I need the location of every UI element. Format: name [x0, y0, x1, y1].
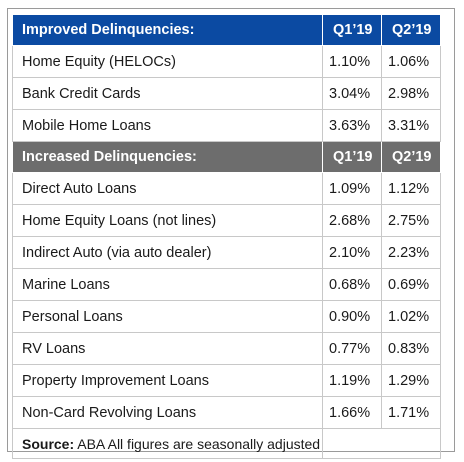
q2-value: 1.71% — [381, 396, 441, 429]
row-label: Mobile Home Loans — [12, 109, 323, 142]
row-label: Direct Auto Loans — [12, 172, 323, 205]
improved-section-header: Improved Delinquencies: Q1’19 Q2’19 — [12, 14, 441, 46]
q1-value: 3.04% — [322, 77, 382, 110]
increased-section-header: Increased Delinquencies: Q1’19 Q2’19 — [12, 141, 441, 173]
q2-value: 0.83% — [381, 332, 441, 365]
source-text: ABA All figures are seasonally adjusted — [77, 435, 321, 452]
q1-value: 1.10% — [322, 45, 382, 78]
q2-column-header: Q2’19 — [381, 14, 441, 46]
table-row: Bank Credit Cards 3.04% 2.98% — [12, 77, 441, 110]
q2-value: 1.29% — [381, 364, 441, 397]
q1-value: 2.68% — [322, 204, 382, 237]
q1-value: 0.77% — [322, 332, 382, 365]
row-label: Non-Card Revolving Loans — [12, 396, 323, 429]
source-row: Source: ABA All figures are seasonally a… — [12, 428, 441, 459]
q2-value: 1.06% — [381, 45, 441, 78]
row-label: Home Equity Loans (not lines) — [12, 204, 323, 237]
table-row: Personal Loans 0.90% 1.02% — [12, 300, 441, 333]
q2-value: 2.23% — [381, 236, 441, 269]
table-row: Non-Card Revolving Loans 1.66% 1.71% — [12, 396, 441, 429]
q1-value: 3.63% — [322, 109, 382, 142]
q1-value: 0.68% — [322, 268, 382, 301]
source-empty-cell — [322, 428, 441, 459]
q1-column-header: Q1’19 — [322, 14, 382, 46]
table-row: Home Equity Loans (not lines) 2.68% 2.75% — [12, 204, 441, 237]
q2-value: 2.98% — [381, 77, 441, 110]
row-label: Home Equity (HELOCs) — [12, 45, 323, 78]
q2-value: 2.75% — [381, 204, 441, 237]
q2-value: 1.02% — [381, 300, 441, 333]
q1-value: 0.90% — [322, 300, 382, 333]
q1-value: 2.10% — [322, 236, 382, 269]
source-label: Source: — [22, 435, 75, 452]
row-label: Personal Loans — [12, 300, 323, 333]
row-label: Property Improvement Loans — [12, 364, 323, 397]
table-row: Mobile Home Loans 3.63% 3.31% — [12, 109, 441, 142]
q1-value: 1.66% — [322, 396, 382, 429]
q1-column-header: Q1’19 — [322, 141, 382, 173]
row-label: Marine Loans — [12, 268, 323, 301]
row-label: RV Loans — [12, 332, 323, 365]
q2-value: 1.12% — [381, 172, 441, 205]
delinquency-table: Improved Delinquencies: Q1’19 Q2’19 Home Eq… — [12, 14, 441, 459]
table-row: RV Loans 0.77% 0.83% — [12, 332, 441, 365]
section-heading: Increased Delinquencies: — [12, 141, 323, 173]
row-label: Bank Credit Cards — [12, 77, 323, 110]
q1-value: 1.09% — [322, 172, 382, 205]
table-row: Property Improvement Loans 1.19% 1.29% — [12, 364, 441, 397]
q2-column-header: Q2’19 — [381, 141, 441, 173]
table-row: Indirect Auto (via auto dealer) 2.10% 2.23… — [12, 236, 441, 269]
q2-value: 0.69% — [381, 268, 441, 301]
source-note: Source: ABA All figures are seasonally a… — [12, 428, 323, 459]
row-label: Indirect Auto (via auto dealer) — [12, 236, 323, 269]
q1-value: 1.19% — [322, 364, 382, 397]
table-row: Home Equity (HELOCs) 1.10% 1.06% — [12, 45, 441, 78]
table-row: Direct Auto Loans 1.09% 1.12% — [12, 172, 441, 205]
table-row: Marine Loans 0.68% 0.69% — [12, 268, 441, 301]
q2-value: 3.31% — [381, 109, 441, 142]
section-heading: Improved Delinquencies: — [12, 14, 323, 46]
